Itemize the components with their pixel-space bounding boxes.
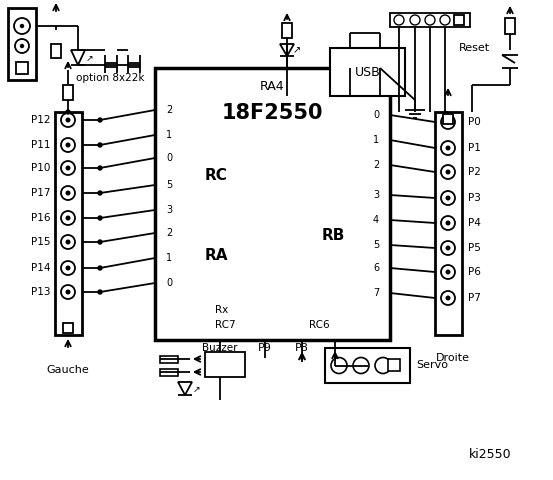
Text: P4: P4 — [468, 218, 481, 228]
Circle shape — [446, 146, 450, 150]
Text: 0: 0 — [373, 110, 379, 120]
Bar — [160, 369, 178, 376]
Text: P12: P12 — [30, 115, 50, 125]
Bar — [390, 13, 470, 27]
Text: 5: 5 — [166, 180, 172, 190]
Text: 3: 3 — [166, 205, 172, 215]
Circle shape — [20, 45, 23, 48]
Circle shape — [446, 170, 450, 174]
Bar — [55, 112, 82, 335]
Circle shape — [98, 216, 102, 220]
Bar — [325, 348, 410, 383]
Bar — [205, 352, 245, 377]
Circle shape — [66, 191, 70, 195]
Text: Servo: Servo — [416, 360, 448, 371]
Bar — [63, 85, 73, 100]
Text: 1: 1 — [166, 130, 172, 140]
Text: P8: P8 — [295, 343, 309, 353]
Text: P17: P17 — [30, 188, 50, 198]
Text: P0: P0 — [468, 117, 481, 127]
Text: 0: 0 — [166, 278, 172, 288]
Text: Buzzer: Buzzer — [202, 343, 238, 353]
Circle shape — [66, 118, 70, 122]
Bar — [505, 18, 515, 34]
Circle shape — [98, 240, 102, 244]
Text: 2: 2 — [166, 105, 172, 115]
Circle shape — [446, 270, 450, 274]
Circle shape — [98, 191, 102, 195]
Text: P5: P5 — [468, 243, 481, 253]
Bar — [282, 23, 292, 38]
Circle shape — [66, 266, 70, 270]
Text: P13: P13 — [30, 287, 50, 297]
Text: P14: P14 — [30, 263, 50, 273]
Text: 7: 7 — [373, 288, 379, 298]
Text: P1: P1 — [468, 143, 481, 153]
Text: RC: RC — [205, 168, 228, 182]
Text: P9: P9 — [258, 343, 272, 353]
Text: ↗: ↗ — [192, 384, 200, 394]
Text: option 8x22k: option 8x22k — [76, 73, 144, 83]
Text: 18F2550: 18F2550 — [222, 103, 324, 123]
Circle shape — [66, 143, 70, 147]
Bar — [8, 8, 36, 80]
Circle shape — [98, 143, 102, 147]
Text: 5: 5 — [373, 240, 379, 250]
Text: 1: 1 — [166, 253, 172, 263]
Circle shape — [66, 240, 70, 244]
Text: Droite: Droite — [436, 353, 470, 363]
Circle shape — [98, 266, 102, 270]
Text: RB: RB — [322, 228, 345, 242]
Text: P16: P16 — [30, 213, 50, 223]
Bar — [388, 359, 400, 371]
Circle shape — [66, 290, 70, 294]
Text: 0: 0 — [166, 153, 172, 163]
Bar — [63, 323, 73, 333]
Circle shape — [446, 221, 450, 225]
Text: 3: 3 — [373, 190, 379, 200]
Text: P10: P10 — [30, 163, 50, 173]
Text: Reset: Reset — [459, 43, 490, 53]
Bar — [51, 44, 61, 58]
Text: USB: USB — [354, 65, 380, 79]
Bar — [435, 112, 462, 335]
Text: 2: 2 — [373, 160, 379, 170]
Circle shape — [66, 166, 70, 170]
Text: RA4: RA4 — [260, 80, 285, 93]
Text: RA: RA — [205, 248, 228, 263]
Circle shape — [446, 246, 450, 250]
Bar — [160, 356, 178, 363]
Text: ↗: ↗ — [85, 53, 93, 62]
Text: 1: 1 — [373, 135, 379, 145]
Circle shape — [98, 118, 102, 122]
Text: 2: 2 — [166, 228, 172, 238]
Text: P2: P2 — [468, 167, 481, 177]
Text: Gauche: Gauche — [46, 365, 90, 375]
Text: 6: 6 — [373, 263, 379, 273]
Bar — [330, 48, 405, 96]
Text: ↗: ↗ — [293, 45, 301, 55]
Text: RC6: RC6 — [309, 320, 330, 330]
Circle shape — [446, 120, 450, 124]
Text: P11: P11 — [30, 140, 50, 150]
Circle shape — [66, 216, 70, 220]
Circle shape — [98, 166, 102, 170]
Circle shape — [98, 290, 102, 294]
Circle shape — [20, 24, 23, 27]
Text: P15: P15 — [30, 237, 50, 247]
Text: ki2550: ki2550 — [469, 448, 512, 461]
Bar — [443, 114, 453, 124]
Bar — [16, 62, 28, 74]
Text: Rx: Rx — [215, 305, 228, 315]
Bar — [454, 15, 464, 25]
Text: P6: P6 — [468, 267, 481, 277]
Text: P3: P3 — [468, 193, 481, 203]
Bar — [155, 68, 390, 340]
Text: 4: 4 — [373, 215, 379, 225]
Text: P7: P7 — [468, 293, 481, 303]
Text: RC7: RC7 — [215, 320, 236, 330]
Circle shape — [446, 196, 450, 200]
Circle shape — [66, 110, 70, 114]
Circle shape — [446, 296, 450, 300]
